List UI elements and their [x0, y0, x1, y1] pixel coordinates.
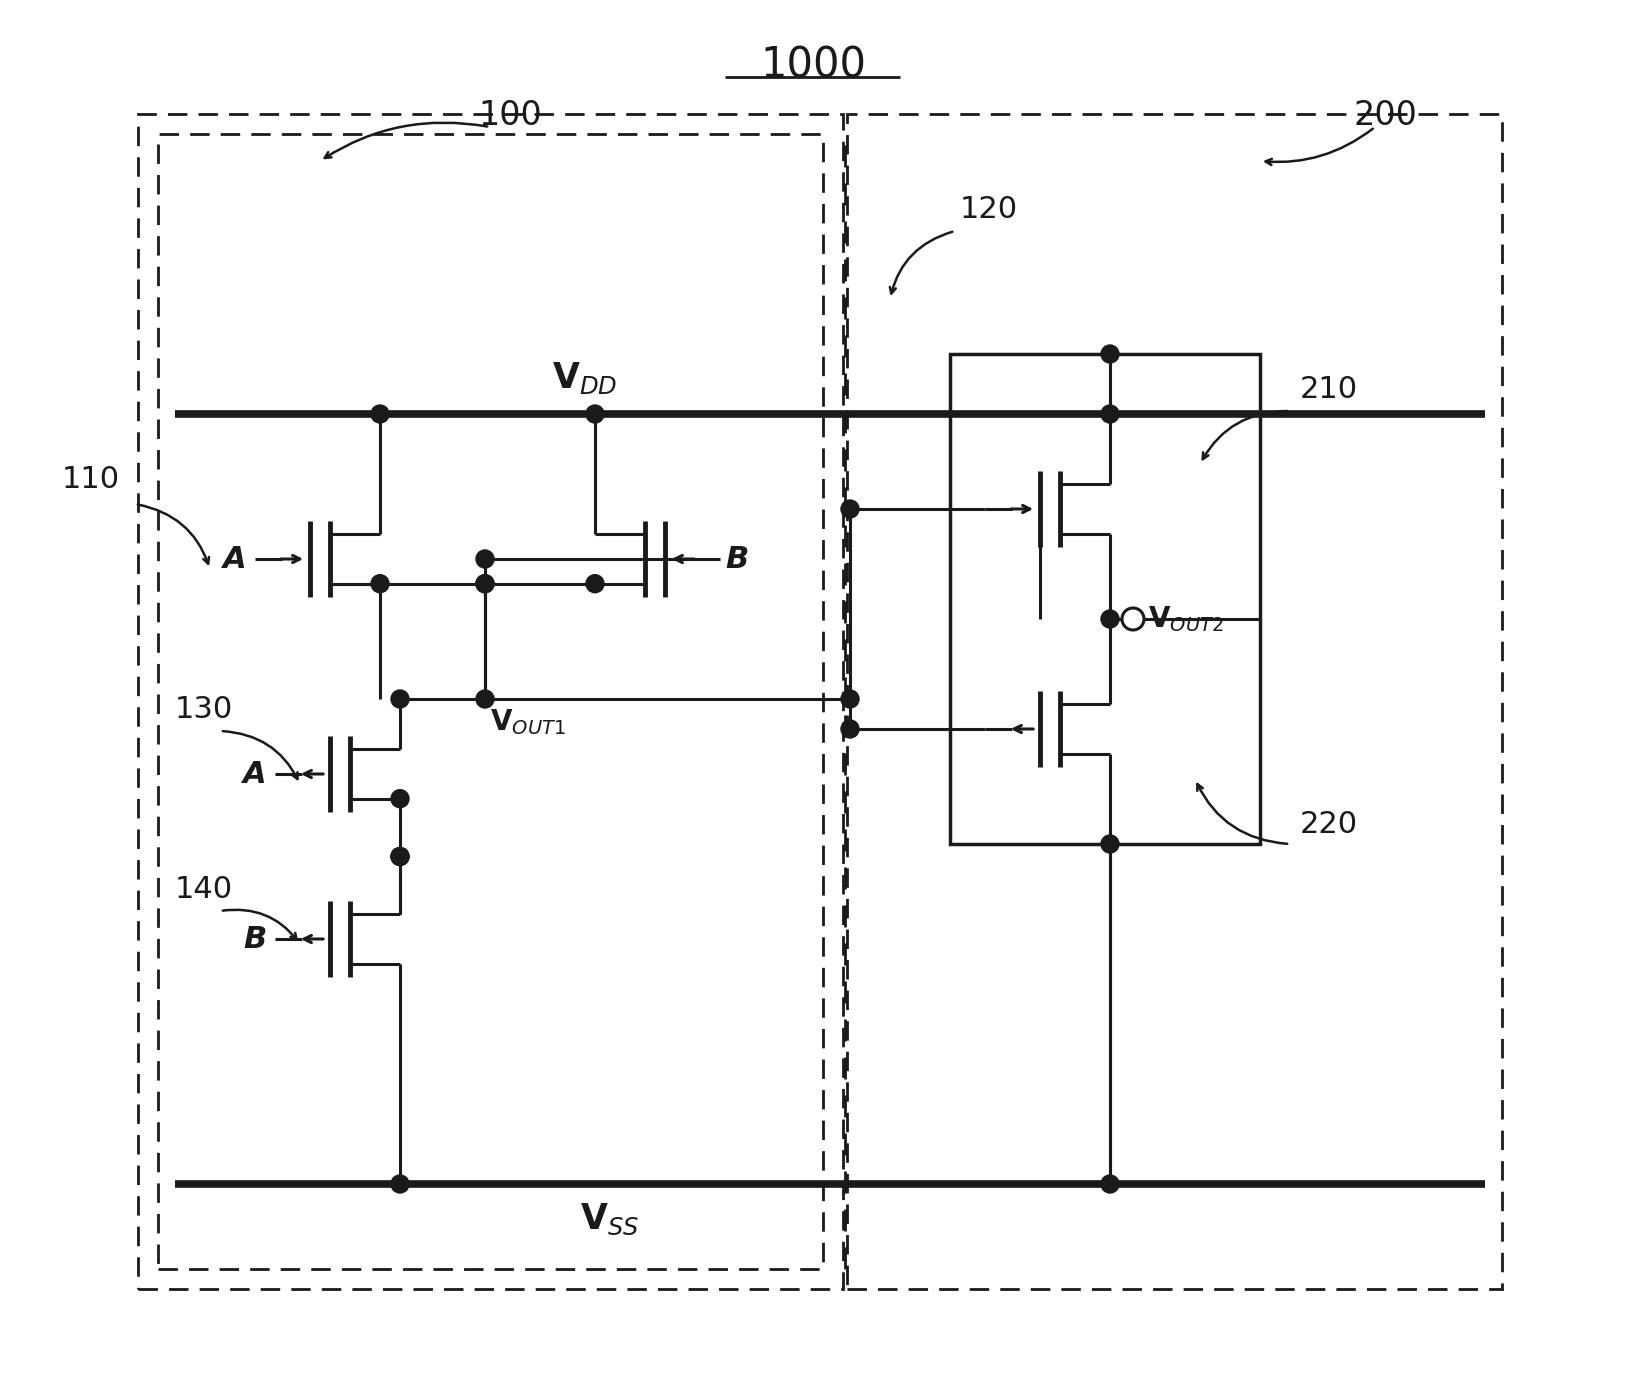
Text: 140: 140 — [176, 874, 233, 904]
Bar — [138, 113, 842, 1288]
Text: $\mathbf{V}_{SS}$: $\mathbf{V}_{SS}$ — [580, 1202, 639, 1237]
Circle shape — [1122, 609, 1145, 630]
Text: $\mathbf{V}_{OUT2}$: $\mathbf{V}_{OUT2}$ — [1148, 604, 1223, 634]
Circle shape — [476, 575, 494, 593]
Circle shape — [390, 848, 410, 866]
Text: B: B — [725, 544, 748, 574]
Circle shape — [841, 690, 859, 708]
Circle shape — [1101, 404, 1119, 422]
Circle shape — [371, 404, 389, 422]
Circle shape — [1101, 346, 1119, 362]
Text: 130: 130 — [176, 694, 233, 723]
Text: A: A — [223, 544, 247, 574]
Circle shape — [390, 848, 410, 866]
Text: 110: 110 — [62, 464, 120, 494]
Text: 120: 120 — [959, 194, 1018, 224]
Circle shape — [841, 720, 859, 739]
Text: B: B — [244, 925, 267, 954]
Circle shape — [585, 404, 603, 422]
Text: 220: 220 — [1301, 810, 1358, 838]
Text: 100: 100 — [478, 99, 541, 132]
Bar — [950, 354, 1260, 844]
Circle shape — [390, 789, 410, 807]
Text: $\mathbf{V}_{OUT1}$: $\mathbf{V}_{OUT1}$ — [489, 706, 566, 737]
Text: 200: 200 — [1353, 99, 1416, 132]
Circle shape — [476, 575, 494, 593]
Circle shape — [390, 1175, 410, 1193]
Circle shape — [476, 690, 494, 708]
Circle shape — [1101, 1175, 1119, 1193]
Bar — [158, 134, 823, 1269]
Circle shape — [390, 690, 410, 708]
Circle shape — [476, 550, 494, 568]
Circle shape — [841, 499, 859, 518]
Circle shape — [1101, 835, 1119, 853]
Circle shape — [1101, 610, 1119, 628]
Circle shape — [585, 575, 603, 593]
Text: A: A — [244, 760, 267, 789]
Bar — [847, 113, 1502, 1288]
Text: $\mathbf{V}_{DD}$: $\mathbf{V}_{DD}$ — [553, 360, 618, 396]
Text: 210: 210 — [1301, 375, 1358, 403]
Circle shape — [371, 575, 389, 593]
Text: 1000: 1000 — [759, 43, 867, 85]
